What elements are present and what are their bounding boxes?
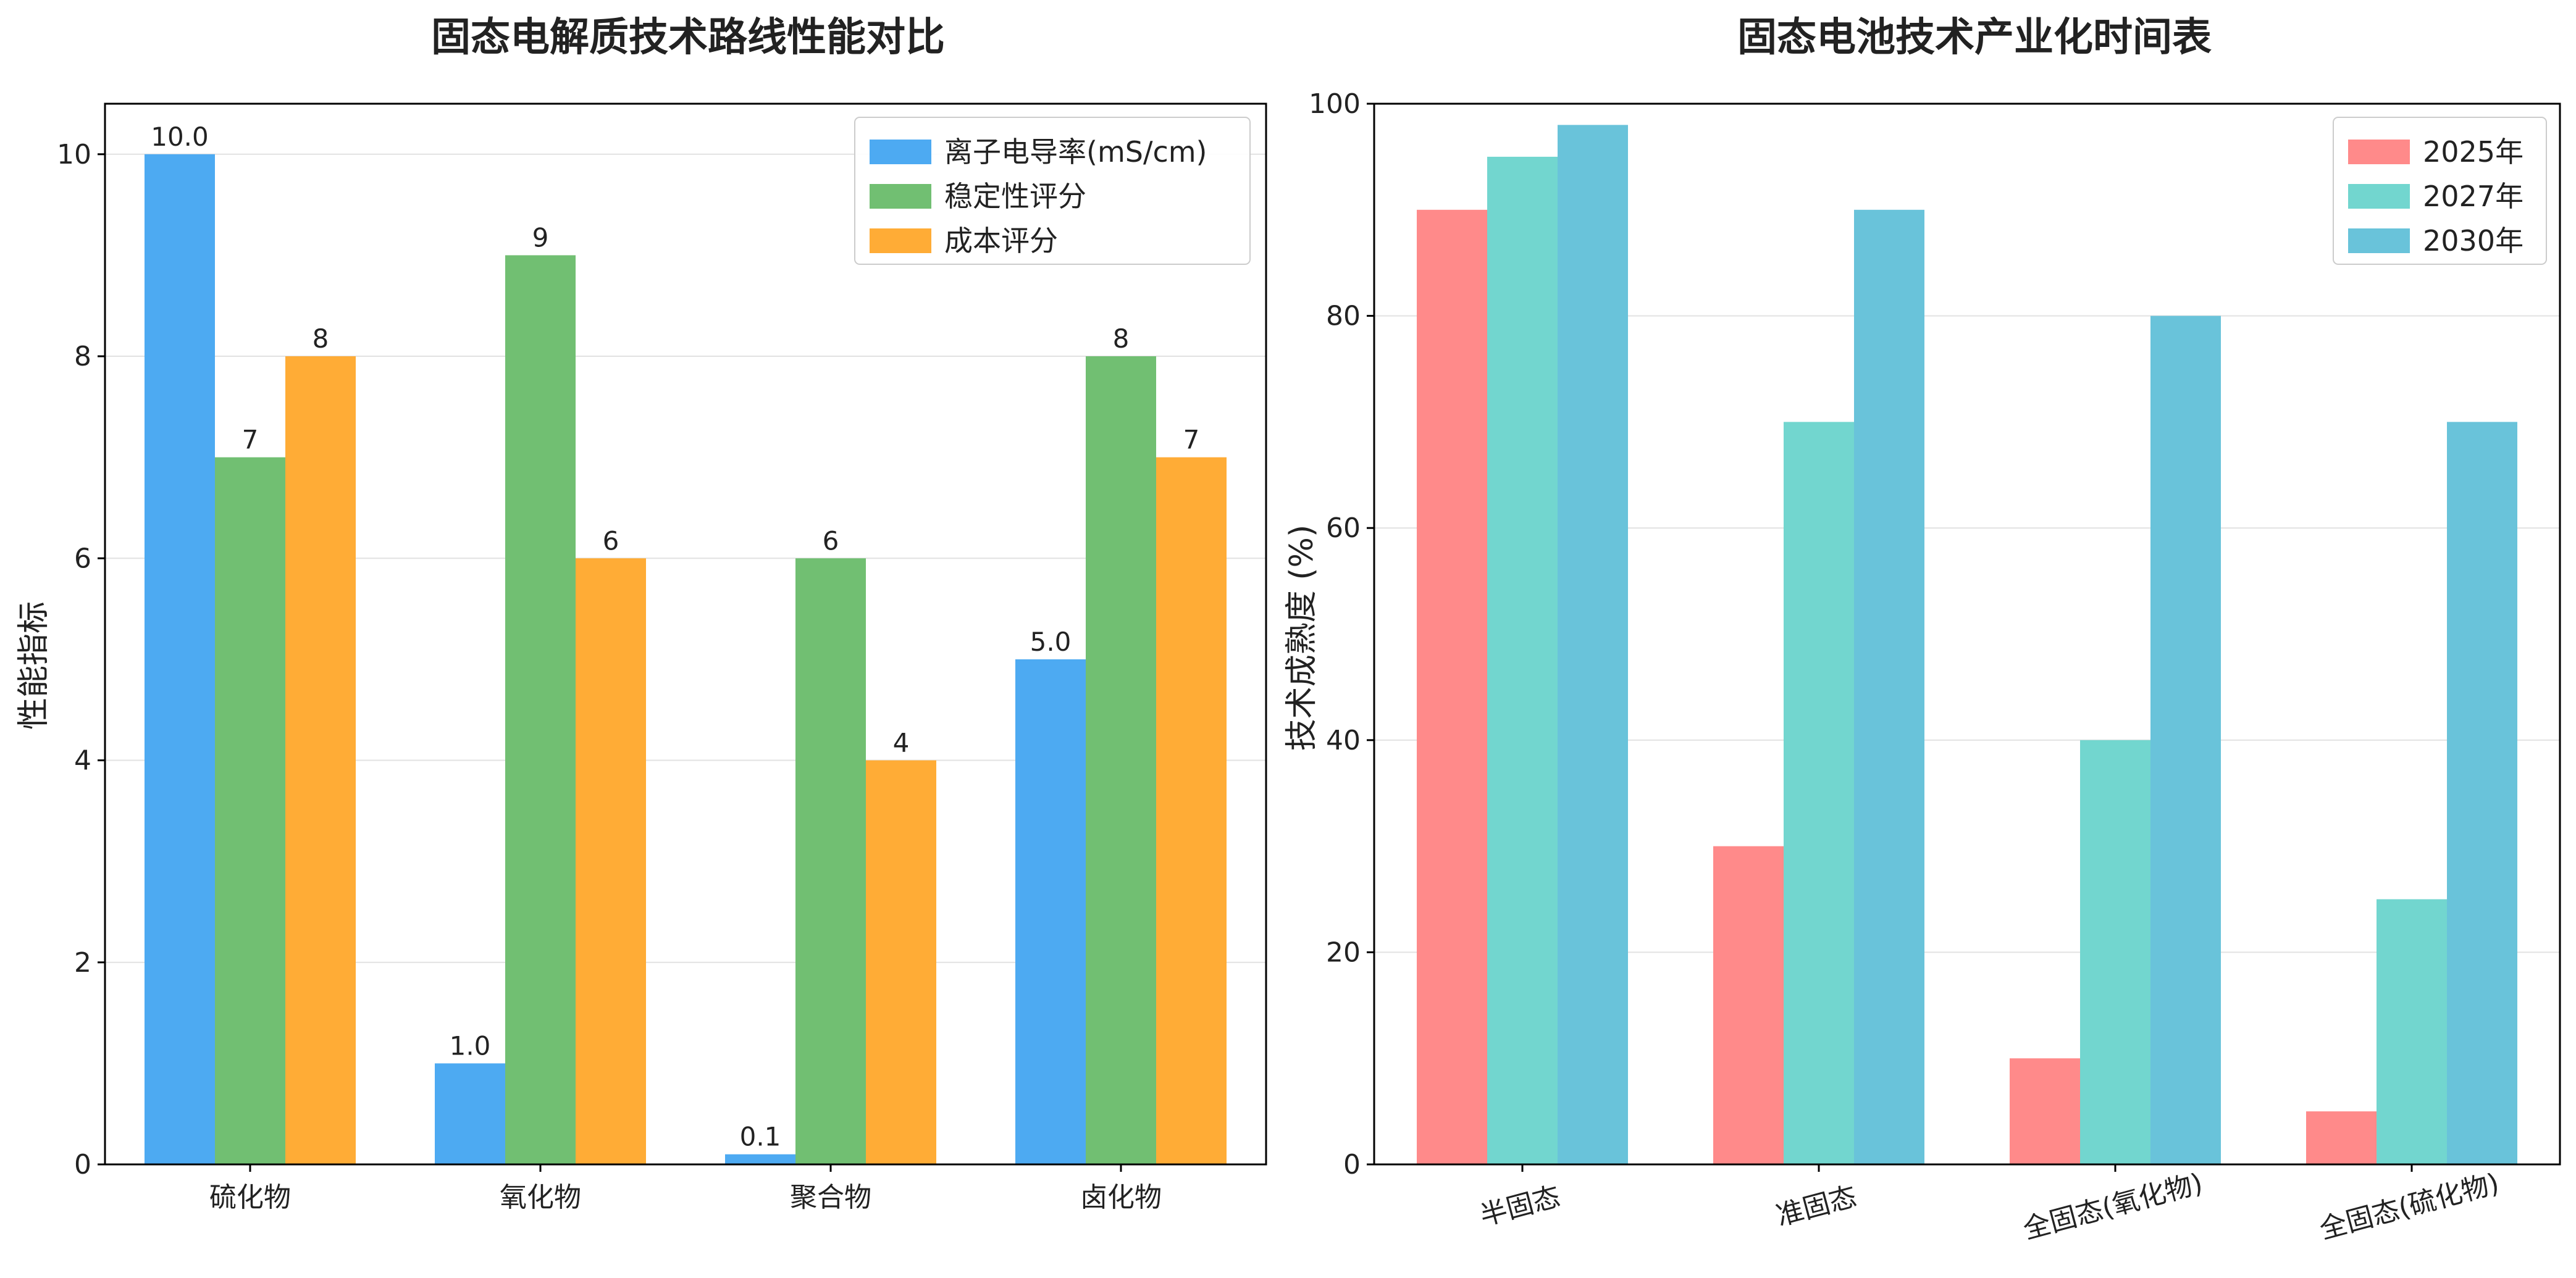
right-chart-bar [1417,209,1487,1164]
left-chart-data-label: 6 [603,525,619,556]
left-chart-bar [725,1154,795,1164]
left-chart-title: 固态电解质技术路线性能对比 [431,15,945,61]
right-chart-bar [2447,422,2517,1164]
left-chart-bar [145,154,215,1164]
left-chart-data-label: 4 [893,728,910,758]
left-chart-legend-swatch [870,184,931,209]
left-chart-data-label: 10.0 [151,122,209,152]
left-chart-bar [866,760,936,1164]
left-chart-x-tick-label: 聚合物 [790,1182,871,1213]
right-chart-y-ticks: 0 20 40 60 80 100 [1309,88,1374,1180]
left-chart-data-label: 9 [532,222,549,253]
right-chart-bar [1784,422,1854,1164]
left-chart-bars [145,154,1227,1164]
right-chart: 固态电池技术产业化时间表 技术成熟度 (%) 020406080100 半固态准… [1283,15,2561,1245]
right-chart-bar [2150,315,2221,1165]
left-chart-bar [1086,356,1156,1164]
right-chart-legend-label: 2027年 [2423,180,2524,213]
right-chart-bar [1713,846,1784,1164]
right-chart-y-axis-label: 技术成熟度 (%) [1283,525,1320,751]
right-chart-y-tick-label: 40 [1326,725,1361,756]
right-chart-plot-frame [1373,102,2561,1166]
right-chart-bar [1487,156,1558,1164]
left-chart-data-label: 1.0 [450,1030,491,1061]
left-chart-legend-label: 离子电导率(mS/cm) [944,135,1207,169]
left-chart-data-label: 5.0 [1030,627,1072,657]
left-chart-x-tick-label: 氧化物 [500,1182,581,1213]
right-chart-y-tick-label: 100 [1309,88,1361,120]
left-chart-y-tick-label: 4 [74,745,91,777]
left-chart-y-tick-label: 6 [74,543,91,574]
right-chart-y-tick-label: 60 [1326,512,1361,544]
right-chart-y-tick-label: 20 [1326,937,1361,968]
left-chart-x-tick-label: 卤化物 [1080,1182,1162,1213]
right-chart-bar [1854,209,1924,1164]
left-chart-legend-frame [854,117,1251,265]
right-chart-title: 固态电池技术产业化时间表 [1737,15,2212,61]
left-chart-y-tick-label: 8 [74,341,91,372]
left-chart-data-label: 7 [1183,425,1200,455]
left-chart-x-tick-label: 硫化物 [209,1182,291,1213]
left-chart-bar [795,558,866,1164]
left-chart-data-label: 6 [823,525,839,556]
left-chart-legend-swatch [870,140,931,164]
left-chart-plot-frame [104,102,1267,1166]
right-chart-legend-swatch [2348,140,2410,164]
left-chart-bar [285,356,356,1164]
left-chart-bar [1015,659,1086,1164]
left-chart-bar [505,255,576,1164]
right-chart-bar [1558,125,1628,1165]
right-chart-legend-swatch [2348,228,2410,253]
right-chart-legend-swatch [2348,184,2410,209]
right-chart-bar [2377,899,2447,1164]
left-chart-data-label: 0.1 [740,1122,781,1152]
right-chart-legend-label: 2025年 [2423,135,2524,169]
left-chart-bar [1156,457,1227,1164]
left-chart-bar [435,1063,505,1164]
left-chart-data-labels: 10.0 1.0 0.1 5.0 7 9 6 8 8 6 4 7 [151,122,1199,1152]
left-chart-y-tick-label: 2 [74,947,91,979]
left-chart-bar [576,558,646,1164]
right-chart-legend-label: 2030年 [2423,224,2524,257]
left-chart-data-label: 8 [1113,324,1130,354]
left-chart-bar [215,457,285,1164]
left-chart-y-axis-label: 性能指标 [15,601,52,730]
right-chart-bar [2306,1111,2377,1164]
right-chart-bar [2010,1058,2080,1164]
right-chart-legend: 2025年 2027年 2030年 [2333,117,2547,265]
left-chart-legend-swatch [870,228,931,253]
left-chart-legend-label: 成本评分 [944,224,1058,257]
right-chart-bars [1417,125,2517,1165]
right-chart-y-tick-label: 80 [1326,301,1361,332]
left-chart-y-ticks: 0 2 4 6 8 10 [57,139,105,1180]
right-chart-bar [2080,740,2150,1164]
right-chart-y-tick-label: 0 [1343,1149,1361,1180]
left-chart-legend-label: 稳定性评分 [944,180,1086,213]
left-chart-y-tick-label: 10 [57,139,91,170]
left-chart-y-tick-label: 0 [74,1149,91,1180]
left-chart: 固态电解质技术路线性能对比 性能指标 10.0 1.0 0.1 5.0 7 9 6 8 8 6 4 7… [15,15,1267,1213]
left-chart-data-label: 8 [313,324,329,354]
left-chart-x-ticks: 硫化物 氧化物 聚合物 卤化物 [209,1164,1162,1213]
left-chart-data-label: 7 [242,425,259,455]
